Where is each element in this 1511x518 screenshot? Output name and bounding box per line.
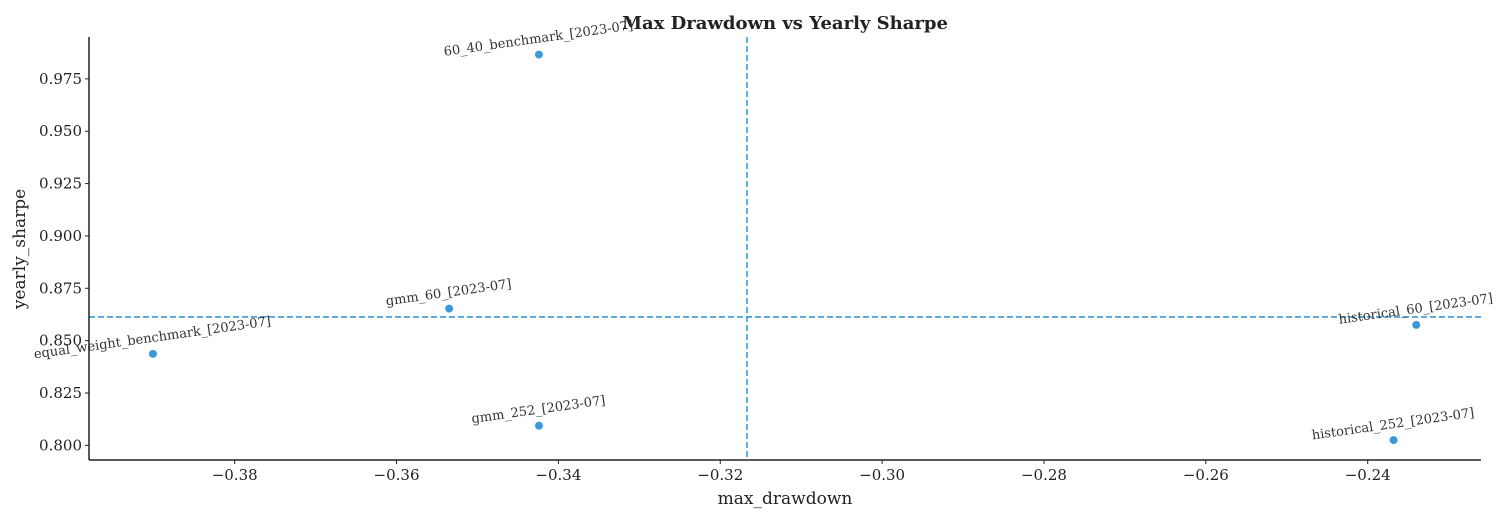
y-axis-label: yearly_sharpe — [10, 189, 30, 310]
data-point — [1389, 436, 1398, 445]
y-tick-label: 0.925 — [39, 175, 82, 193]
x-tick-label: −0.32 — [697, 466, 743, 484]
x-tick-label: −0.26 — [1183, 466, 1229, 484]
data-point-label: gmm_60_[2023-07] — [385, 277, 513, 309]
chart-title: Max Drawdown vs Yearly Sharpe — [622, 13, 948, 34]
data-point — [1412, 320, 1421, 329]
x-axis-ticks: −0.38 −0.36 −0.34 −0.32 −0.30 −0.28 −0.26 −0.24 — [212, 460, 1391, 484]
y-tick-label: 0.850 — [39, 332, 82, 350]
data-point — [534, 50, 543, 59]
y-tick-label: 0.900 — [39, 227, 82, 245]
data-point — [534, 421, 543, 430]
y-tick-label: 0.875 — [39, 279, 82, 297]
y-axis-ticks: 0.800 0.825 0.850 0.875 0.900 0.925 0.950 0.975 — [39, 70, 89, 454]
x-axis-label: max_drawdown — [718, 489, 853, 509]
y-tick-label: 0.950 — [39, 122, 82, 140]
data-point — [445, 304, 454, 313]
y-tick-label: 0.975 — [39, 70, 82, 88]
x-tick-label: −0.28 — [1021, 466, 1067, 484]
y-tick-label: 0.800 — [39, 436, 82, 454]
y-tick-label: 0.825 — [39, 384, 82, 402]
x-tick-label: −0.38 — [212, 466, 258, 484]
x-tick-label: −0.24 — [1345, 466, 1391, 484]
x-tick-label: −0.36 — [374, 466, 420, 484]
x-tick-label: −0.34 — [535, 466, 581, 484]
plot-area: 60_40_benchmark_[2023-07]gmm_60_[2023-07… — [33, 18, 1494, 460]
x-tick-label: −0.30 — [859, 466, 905, 484]
data-point — [148, 349, 157, 358]
